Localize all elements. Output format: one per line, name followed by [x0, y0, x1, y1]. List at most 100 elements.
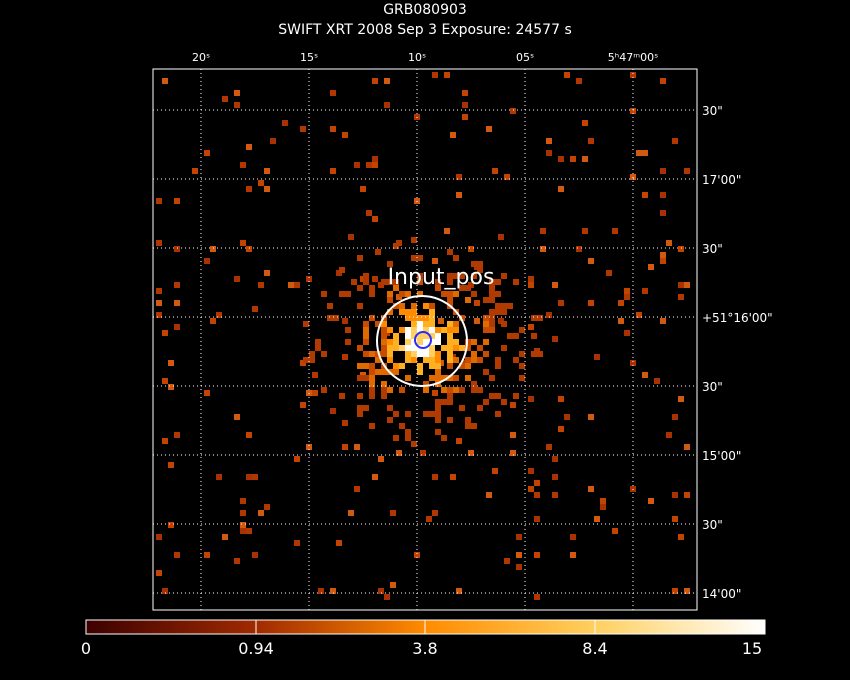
- photon-pixel: [420, 450, 426, 456]
- photon-pixel: [387, 309, 393, 315]
- photon-pixel: [372, 474, 378, 480]
- photon-pixel: [642, 288, 648, 294]
- photon-pixel: [489, 285, 495, 291]
- colorbar-label: 15: [741, 639, 763, 658]
- photon-pixel: [636, 150, 642, 156]
- photon-pixel: [294, 456, 300, 462]
- photon-pixel: [381, 393, 387, 399]
- photon-pixel: [300, 126, 306, 132]
- photon-pixel: [309, 357, 315, 363]
- photon-pixel: [429, 303, 435, 309]
- photon-pixel: [393, 345, 399, 351]
- photon-pixel: [588, 414, 594, 420]
- photon-pixel: [447, 333, 453, 339]
- photon-pixel: [393, 363, 399, 369]
- photon-pixel: [456, 174, 462, 180]
- dec-tick-label: 30": [702, 380, 723, 394]
- photon-pixel: [357, 363, 363, 369]
- photon-pixel: [387, 351, 393, 357]
- image-frame: [152, 68, 698, 611]
- photon-pixel: [507, 303, 513, 309]
- photon-pixel: [429, 357, 435, 363]
- photon-pixel: [450, 132, 456, 138]
- photon-pixel: [393, 333, 399, 339]
- photon-pixel: [294, 540, 300, 546]
- photon-pixel: [510, 108, 516, 114]
- photon-pixel: [468, 246, 474, 252]
- photon-pixel: [411, 327, 417, 333]
- photon-pixel: [672, 492, 678, 498]
- photon-pixel: [216, 474, 222, 480]
- photon-pixel: [636, 312, 642, 318]
- photon-pixel: [483, 327, 489, 333]
- photon-pixel: [459, 273, 465, 279]
- photon-pixel: [306, 444, 312, 450]
- photon-pixel: [471, 381, 477, 387]
- photon-pixel: [513, 279, 519, 285]
- photon-pixel: [678, 246, 684, 252]
- photon-pixel: [393, 435, 399, 441]
- photon-pixel: [303, 357, 309, 363]
- photon-pixel: [366, 162, 372, 168]
- photon-pixel: [378, 588, 384, 594]
- photon-pixel: [315, 345, 321, 351]
- photon-pixel: [435, 369, 441, 375]
- photon-pixel: [483, 369, 489, 375]
- photon-pixel: [447, 345, 453, 351]
- photon-pixel: [375, 321, 381, 327]
- photon-pixel: [342, 444, 348, 450]
- photon-pixel: [453, 273, 459, 279]
- photon-pixel: [288, 282, 294, 288]
- photon-pixel: [357, 393, 363, 399]
- photon-pixel: [264, 168, 270, 174]
- photon-pixel: [459, 345, 465, 351]
- photon-pixel: [240, 162, 246, 168]
- photon-pixel: [411, 333, 417, 339]
- photon-pixel: [390, 510, 396, 516]
- ra-tick-label: 10ˢ: [407, 51, 427, 64]
- ra-tick-label: 20ˢ: [191, 51, 211, 64]
- photon-pixel: [393, 339, 399, 345]
- photon-pixel: [429, 309, 435, 315]
- photon-pixel: [222, 534, 228, 540]
- photon-pixel: [435, 405, 441, 411]
- photon-pixel: [678, 294, 684, 300]
- photon-pixel: [660, 192, 666, 198]
- photon-pixel: [450, 474, 456, 480]
- photon-pixel: [684, 492, 690, 498]
- photon-pixel: [312, 372, 318, 378]
- photon-pixel: [381, 279, 387, 285]
- photon-pixel: [363, 273, 369, 279]
- photon-pixel: [552, 474, 558, 480]
- photon-pixel: [471, 351, 477, 357]
- photon-pixel: [330, 408, 336, 414]
- photon-pixel: [489, 279, 495, 285]
- photon-pixel: [339, 267, 345, 273]
- photon-pixel: [507, 333, 513, 339]
- photon-pixel: [330, 168, 336, 174]
- photon-pixel: [456, 192, 462, 198]
- photon-pixel: [441, 435, 447, 441]
- photon-pixel: [648, 498, 654, 504]
- photon-pixel: [381, 321, 387, 327]
- photon-pixel: [462, 102, 468, 108]
- photon-pixel: [384, 102, 390, 108]
- photon-pixel: [417, 351, 423, 357]
- photon-pixel: [339, 393, 345, 399]
- photon-pixel: [387, 297, 393, 303]
- photon-pixel: [528, 276, 534, 282]
- photon-pixel: [447, 357, 453, 363]
- photon-pixel: [429, 351, 435, 357]
- photon-pixel: [453, 387, 459, 393]
- photon-pixel: [357, 405, 363, 411]
- photon-pixel: [240, 510, 246, 516]
- photon-pixel: [489, 297, 495, 303]
- photon-pixel: [564, 72, 570, 78]
- photon-pixel: [600, 498, 606, 504]
- photon-pixel: [672, 138, 678, 144]
- photon-pixel: [558, 186, 564, 192]
- photon-pixel: [306, 276, 312, 282]
- photon-pixel: [429, 327, 435, 333]
- photon-pixel: [381, 333, 387, 339]
- photon-pixel: [435, 339, 441, 345]
